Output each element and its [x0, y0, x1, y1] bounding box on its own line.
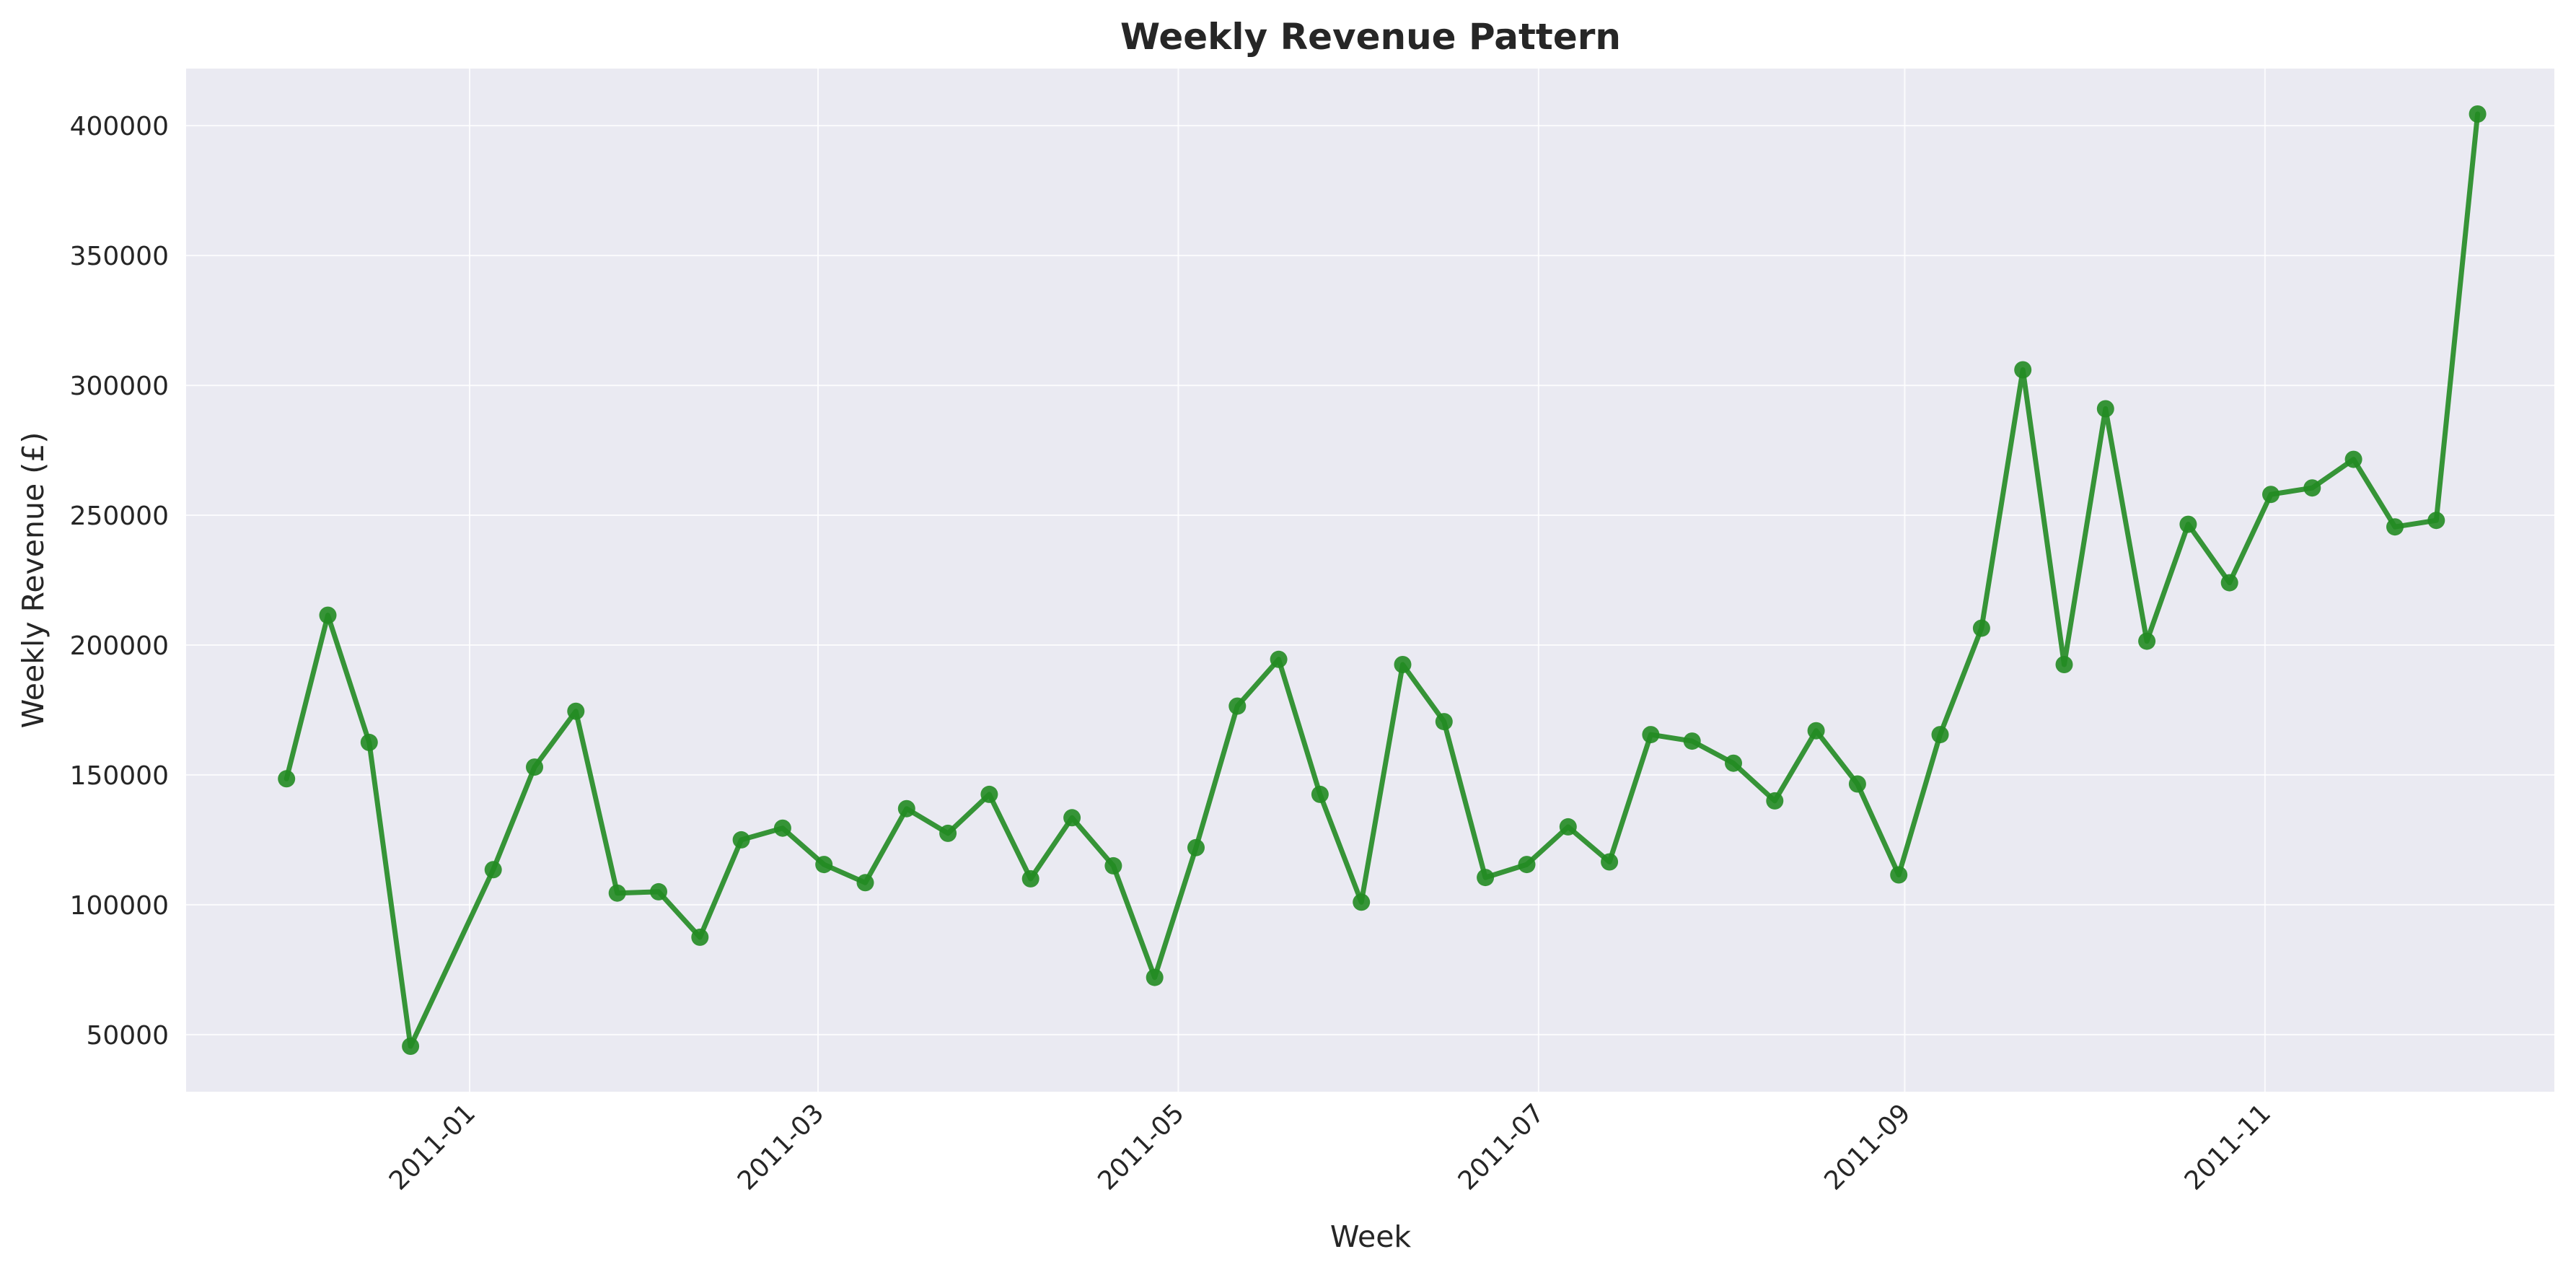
- data-point: [1311, 785, 1329, 803]
- data-point: [1187, 838, 1205, 856]
- data-point: [732, 831, 750, 849]
- data-point: [815, 856, 833, 874]
- data-point: [319, 606, 337, 624]
- data-point: [1228, 697, 1247, 715]
- x-axis-label: Week: [1330, 1219, 1412, 1254]
- data-point: [650, 882, 667, 901]
- y-tick-label: 150000: [70, 761, 169, 791]
- data-point: [1021, 869, 1039, 888]
- data-point: [1848, 775, 1866, 793]
- data-point: [360, 733, 378, 751]
- data-point: [526, 758, 543, 776]
- data-point: [1518, 856, 1536, 874]
- data-points: [278, 105, 2487, 1055]
- data-point: [980, 785, 998, 803]
- y-tick-label: 400000: [70, 112, 169, 141]
- data-point: [1063, 809, 1081, 827]
- data-point: [1807, 722, 1825, 740]
- data-point: [2469, 105, 2487, 123]
- data-point: [1104, 856, 1122, 875]
- data-point: [278, 770, 296, 788]
- data-point: [1601, 853, 1619, 871]
- data-point: [567, 702, 585, 720]
- data-point: [2138, 632, 2156, 650]
- data-point: [2096, 400, 2114, 418]
- y-axis-label: Weekly Revenue (£): [16, 432, 50, 729]
- data-point: [1559, 818, 1577, 836]
- y-tick-label: 250000: [70, 501, 169, 531]
- data-point: [1146, 968, 1164, 986]
- chart-title: Weekly Revenue Pattern: [1120, 16, 1621, 58]
- plot-area: [186, 69, 2554, 1092]
- data-point: [1972, 619, 1990, 637]
- data-point: [2014, 361, 2032, 379]
- data-point: [773, 819, 791, 837]
- y-axis-ticks: 50000 100000 150000 200000 250000 300000 35000…: [70, 112, 169, 1051]
- data-point: [1435, 713, 1453, 731]
- data-point: [1353, 893, 1371, 911]
- data-point: [2179, 515, 2197, 533]
- data-point: [1683, 732, 1701, 750]
- y-tick-label: 300000: [70, 372, 169, 401]
- data-point: [856, 874, 874, 892]
- data-point: [1766, 792, 1784, 810]
- data-point: [2303, 479, 2321, 497]
- data-point: [2344, 450, 2362, 468]
- y-tick-label: 50000: [86, 1021, 169, 1051]
- data-point: [2262, 486, 2280, 504]
- data-point: [1890, 866, 1908, 884]
- data-point: [1477, 869, 1495, 887]
- data-point: [691, 928, 709, 946]
- data-point: [2055, 656, 2073, 673]
- data-point: [939, 824, 957, 842]
- data-point: [2220, 574, 2238, 592]
- y-tick-label: 100000: [70, 891, 169, 921]
- data-point: [608, 884, 626, 902]
- data-point: [1642, 726, 1660, 744]
- data-point: [1725, 754, 1742, 772]
- y-tick-label: 350000: [70, 242, 169, 271]
- data-point: [484, 861, 502, 879]
- data-point: [2427, 512, 2445, 530]
- data-point: [1394, 656, 1412, 673]
- data-point: [402, 1038, 420, 1055]
- data-point: [897, 799, 915, 818]
- grid-lines: [186, 69, 2554, 1092]
- data-point: [1931, 726, 1949, 744]
- data-point: [1270, 650, 1288, 668]
- y-tick-label: 200000: [70, 631, 169, 661]
- data-point: [2386, 518, 2404, 536]
